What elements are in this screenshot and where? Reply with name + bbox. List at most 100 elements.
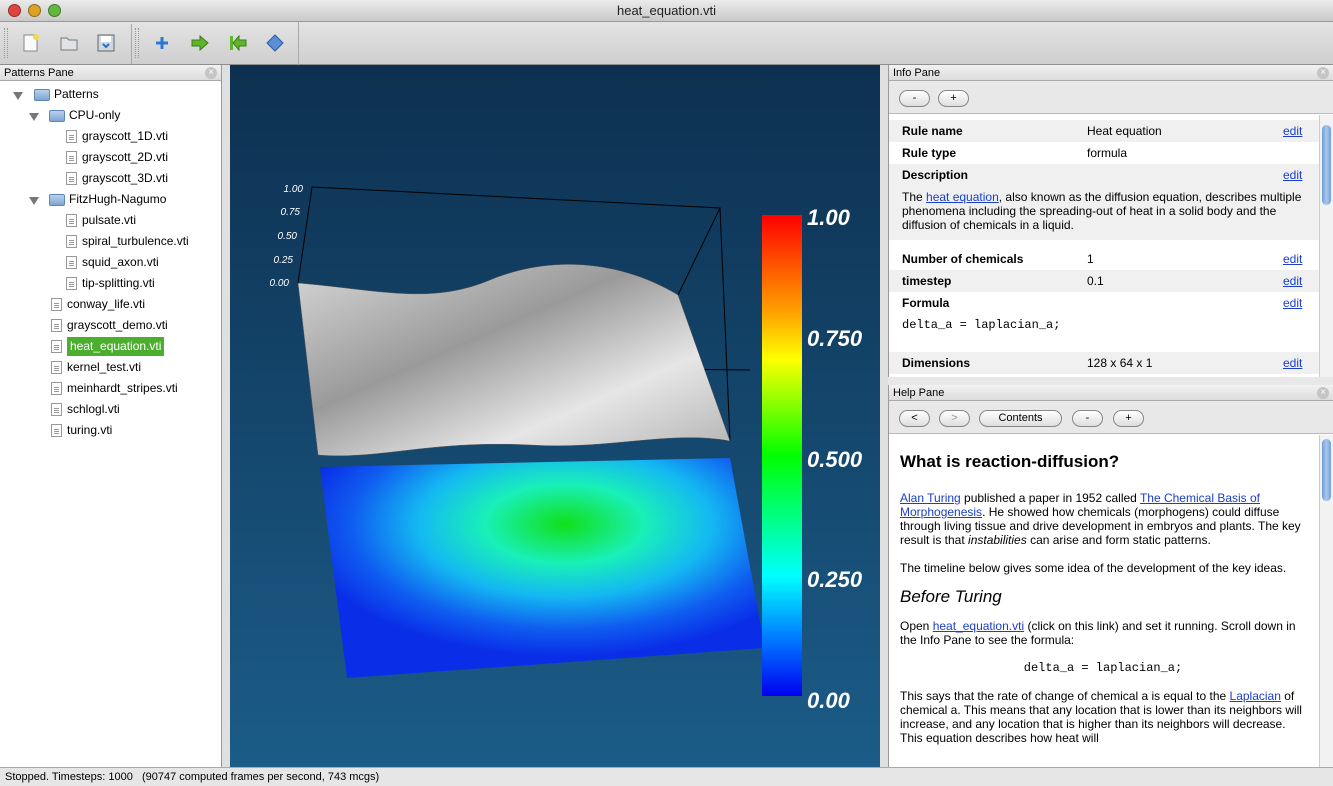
status-bar: Stopped. Timesteps: 1000 (90747 computed…	[0, 767, 1333, 786]
colorbar-label: 0.750	[807, 326, 863, 351]
tree-file[interactable]: pulsate.vti	[66, 211, 136, 230]
help-paragraph: Alan Turing published a paper in 1952 ca…	[900, 491, 1301, 547]
toolbar-grip[interactable]	[4, 28, 8, 58]
file-icon	[66, 235, 77, 248]
help-pane-title: Help Pane	[893, 387, 945, 399]
text-larger-button[interactable]: +	[938, 90, 969, 107]
help-pane-close-icon[interactable]: ×	[1317, 387, 1329, 399]
info-pane: Info Pane × - + Rule name Heat equation ed…	[888, 65, 1333, 377]
toolbar-grip-2[interactable]	[135, 28, 139, 58]
text-smaller-button[interactable]: -	[899, 90, 930, 107]
file-icon	[66, 151, 77, 164]
contents-button[interactable]: Contents	[979, 410, 1062, 427]
back-button[interactable]: <	[899, 410, 930, 427]
file-icon	[51, 319, 62, 332]
help-paragraph: The timeline below gives some idea of th…	[900, 561, 1287, 575]
file-icon	[51, 382, 62, 395]
tree-file-selected[interactable]: heat_equation.vti	[51, 337, 165, 356]
tree-file[interactable]: conway_life.vti	[51, 295, 145, 314]
tree-file[interactable]: grayscott_3D.vti	[66, 169, 168, 188]
heat-equation-link[interactable]: heat equation	[926, 190, 999, 204]
right-splitter[interactable]	[880, 65, 888, 767]
render-scene: 1.00 0.75 0.50 0.25 0.00 1.00 0.750 0.50…	[270, 184, 863, 713]
tree-file[interactable]: grayscott_1D.vti	[66, 127, 168, 146]
tree-file[interactable]: grayscott_2D.vti	[66, 148, 168, 167]
save-icon	[97, 34, 115, 52]
window-title: heat_equation.vti	[616, 3, 717, 18]
laplacian-link[interactable]: Laplacian	[1229, 689, 1281, 703]
tree-folder-cpu-only[interactable]: CPU-only	[49, 106, 120, 125]
alan-turing-link[interactable]: Alan Turing	[900, 491, 961, 505]
help-pane: Help Pane × < > Contents - + What is rea…	[888, 385, 1333, 767]
patterns-pane-header: Patterns Pane ×	[0, 65, 221, 81]
tree-file[interactable]: spiral_turbulence.vti	[66, 232, 189, 251]
folder-icon	[49, 193, 65, 206]
zoom-window-button[interactable]	[48, 4, 61, 17]
info-row-chemicals: Number of chemicals 1 edit	[889, 248, 1319, 270]
expand-fitzhugh-nagumo-icon[interactable]	[29, 197, 39, 205]
tree-file[interactable]: turing.vti	[51, 421, 112, 440]
info-table: Rule name Heat equation edit Rule type form…	[889, 115, 1333, 377]
help-code: delta_a = laplacian_a;	[1023, 661, 1183, 675]
axis-tick-label: 0.75	[281, 207, 301, 218]
info-pane-close-icon[interactable]: ×	[1317, 67, 1329, 79]
tree-file[interactable]: grayscott_demo.vti	[51, 316, 168, 335]
edit-link[interactable]: edit	[1283, 274, 1303, 288]
axis-tick-label: 0.00	[270, 278, 290, 289]
reset-button[interactable]	[227, 32, 249, 54]
run-button[interactable]	[189, 32, 211, 54]
open-pattern-button[interactable]	[58, 32, 80, 54]
file-icon	[66, 172, 77, 185]
folder-icon	[34, 88, 50, 101]
help-pane-header: Help Pane ×	[889, 385, 1333, 401]
toolbar-end-divider	[298, 22, 299, 65]
info-row-rule-type: Rule type formula	[902, 146, 1128, 160]
tree-file[interactable]: schlogl.vti	[51, 400, 120, 419]
file-icon	[51, 298, 62, 311]
help-subheading: Before Turing	[900, 587, 1002, 606]
toolbar-separator	[131, 24, 132, 64]
tree-file[interactable]: kernel_test.vti	[51, 358, 141, 377]
patterns-pane-close-icon[interactable]: ×	[205, 67, 217, 79]
title-bar: heat_equation.vti	[0, 0, 1333, 22]
render-viewport[interactable]: 1.00 0.75 0.50 0.25 0.00 1.00 0.750 0.50…	[230, 65, 880, 767]
file-icon	[51, 424, 62, 437]
status-text: Stopped. Timesteps: 1000 (90747 computed…	[5, 771, 380, 783]
heat-equation-vti-link[interactable]: heat_equation.vti	[932, 619, 1025, 633]
help-content: What is reaction-diffusion? Alan Turing …	[900, 441, 1306, 745]
tree-folder-fitzhugh-nagumo[interactable]: FitzHugh-Nagumo	[49, 190, 166, 209]
info-scrollbar[interactable]	[1319, 115, 1333, 377]
minimize-window-button[interactable]	[28, 4, 41, 17]
tree-file[interactable]: meinhardt_stripes.vti	[51, 379, 178, 398]
info-scrollbar-thumb[interactable]	[1322, 125, 1331, 205]
edit-link[interactable]: edit	[1283, 356, 1303, 370]
help-text-larger-button[interactable]: +	[1113, 410, 1144, 427]
tree-folder-patterns[interactable]: Patterns	[34, 85, 99, 104]
folder-icon	[49, 109, 65, 122]
close-window-button[interactable]	[8, 4, 21, 17]
expand-cpu-only-icon[interactable]	[29, 113, 39, 121]
colorbar-label: 0.250	[807, 567, 863, 592]
forward-button[interactable]: >	[939, 410, 970, 427]
step-button[interactable]	[151, 32, 173, 54]
help-text-smaller-button[interactable]: -	[1072, 410, 1103, 427]
edit-link[interactable]: edit	[1283, 252, 1303, 266]
chemical-basis-link[interactable]: The Chemical Basis of Morphogenesis	[900, 491, 1260, 519]
help-scrollbar[interactable]	[1319, 435, 1333, 767]
info-row-rule-name: Rule name Heat equation edit	[889, 120, 1319, 142]
edit-link[interactable]: edit	[1283, 168, 1303, 182]
save-pattern-button[interactable]	[95, 32, 117, 54]
file-icon	[66, 214, 77, 227]
help-scrollbar-thumb[interactable]	[1322, 439, 1331, 501]
help-pane-buttons: < > Contents - +	[889, 401, 1333, 434]
change-render-button[interactable]	[264, 32, 286, 54]
info-pane-header: Info Pane ×	[889, 65, 1333, 81]
tree-file[interactable]: squid_axon.vti	[66, 253, 159, 272]
edit-link[interactable]: edit	[1283, 124, 1303, 138]
new-pattern-button[interactable]	[20, 32, 42, 54]
tree-file[interactable]: tip-splitting.vti	[66, 274, 155, 293]
open-folder-icon	[60, 37, 78, 51]
edit-link[interactable]: edit	[1283, 296, 1303, 310]
expand-patterns-icon[interactable]	[13, 92, 23, 100]
left-splitter[interactable]	[222, 65, 230, 767]
